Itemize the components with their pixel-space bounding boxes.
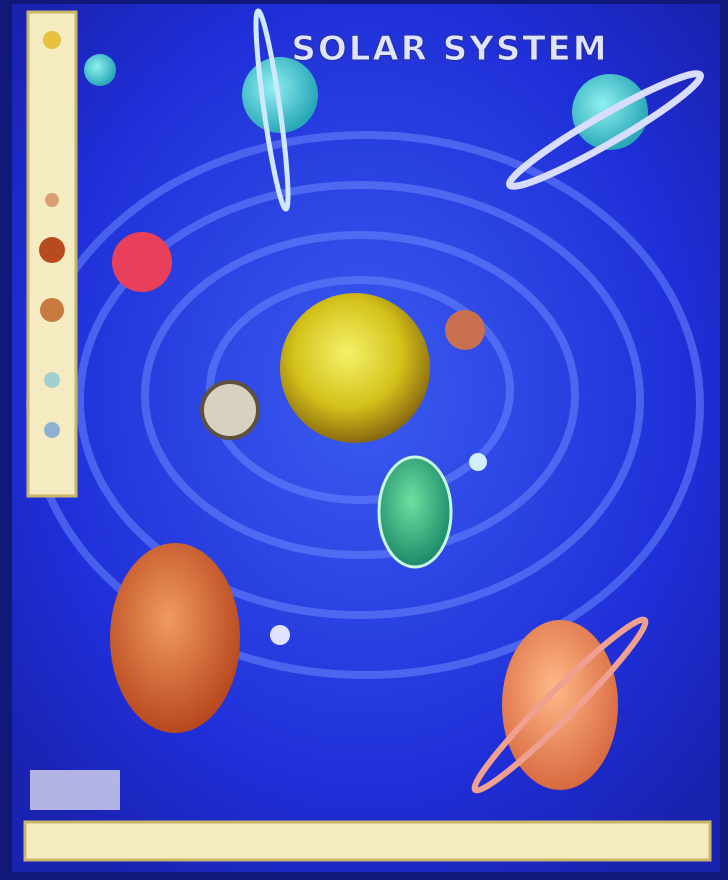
moon	[270, 625, 290, 645]
planet	[110, 543, 240, 733]
sun	[280, 293, 430, 443]
logo-box	[30, 770, 120, 810]
planet	[112, 232, 172, 292]
poster-title: SOLAR SYSTEM	[291, 29, 608, 69]
bottom-bar	[23, 820, 712, 862]
strip-planets	[39, 31, 65, 438]
moon	[469, 453, 487, 471]
planet-ring	[253, 8, 291, 212]
planet	[200, 380, 260, 440]
planet	[377, 455, 453, 569]
planet	[84, 54, 116, 86]
planet-ring	[505, 70, 705, 190]
planet	[445, 310, 485, 350]
planet-ring	[471, 616, 649, 794]
planet	[502, 620, 618, 790]
